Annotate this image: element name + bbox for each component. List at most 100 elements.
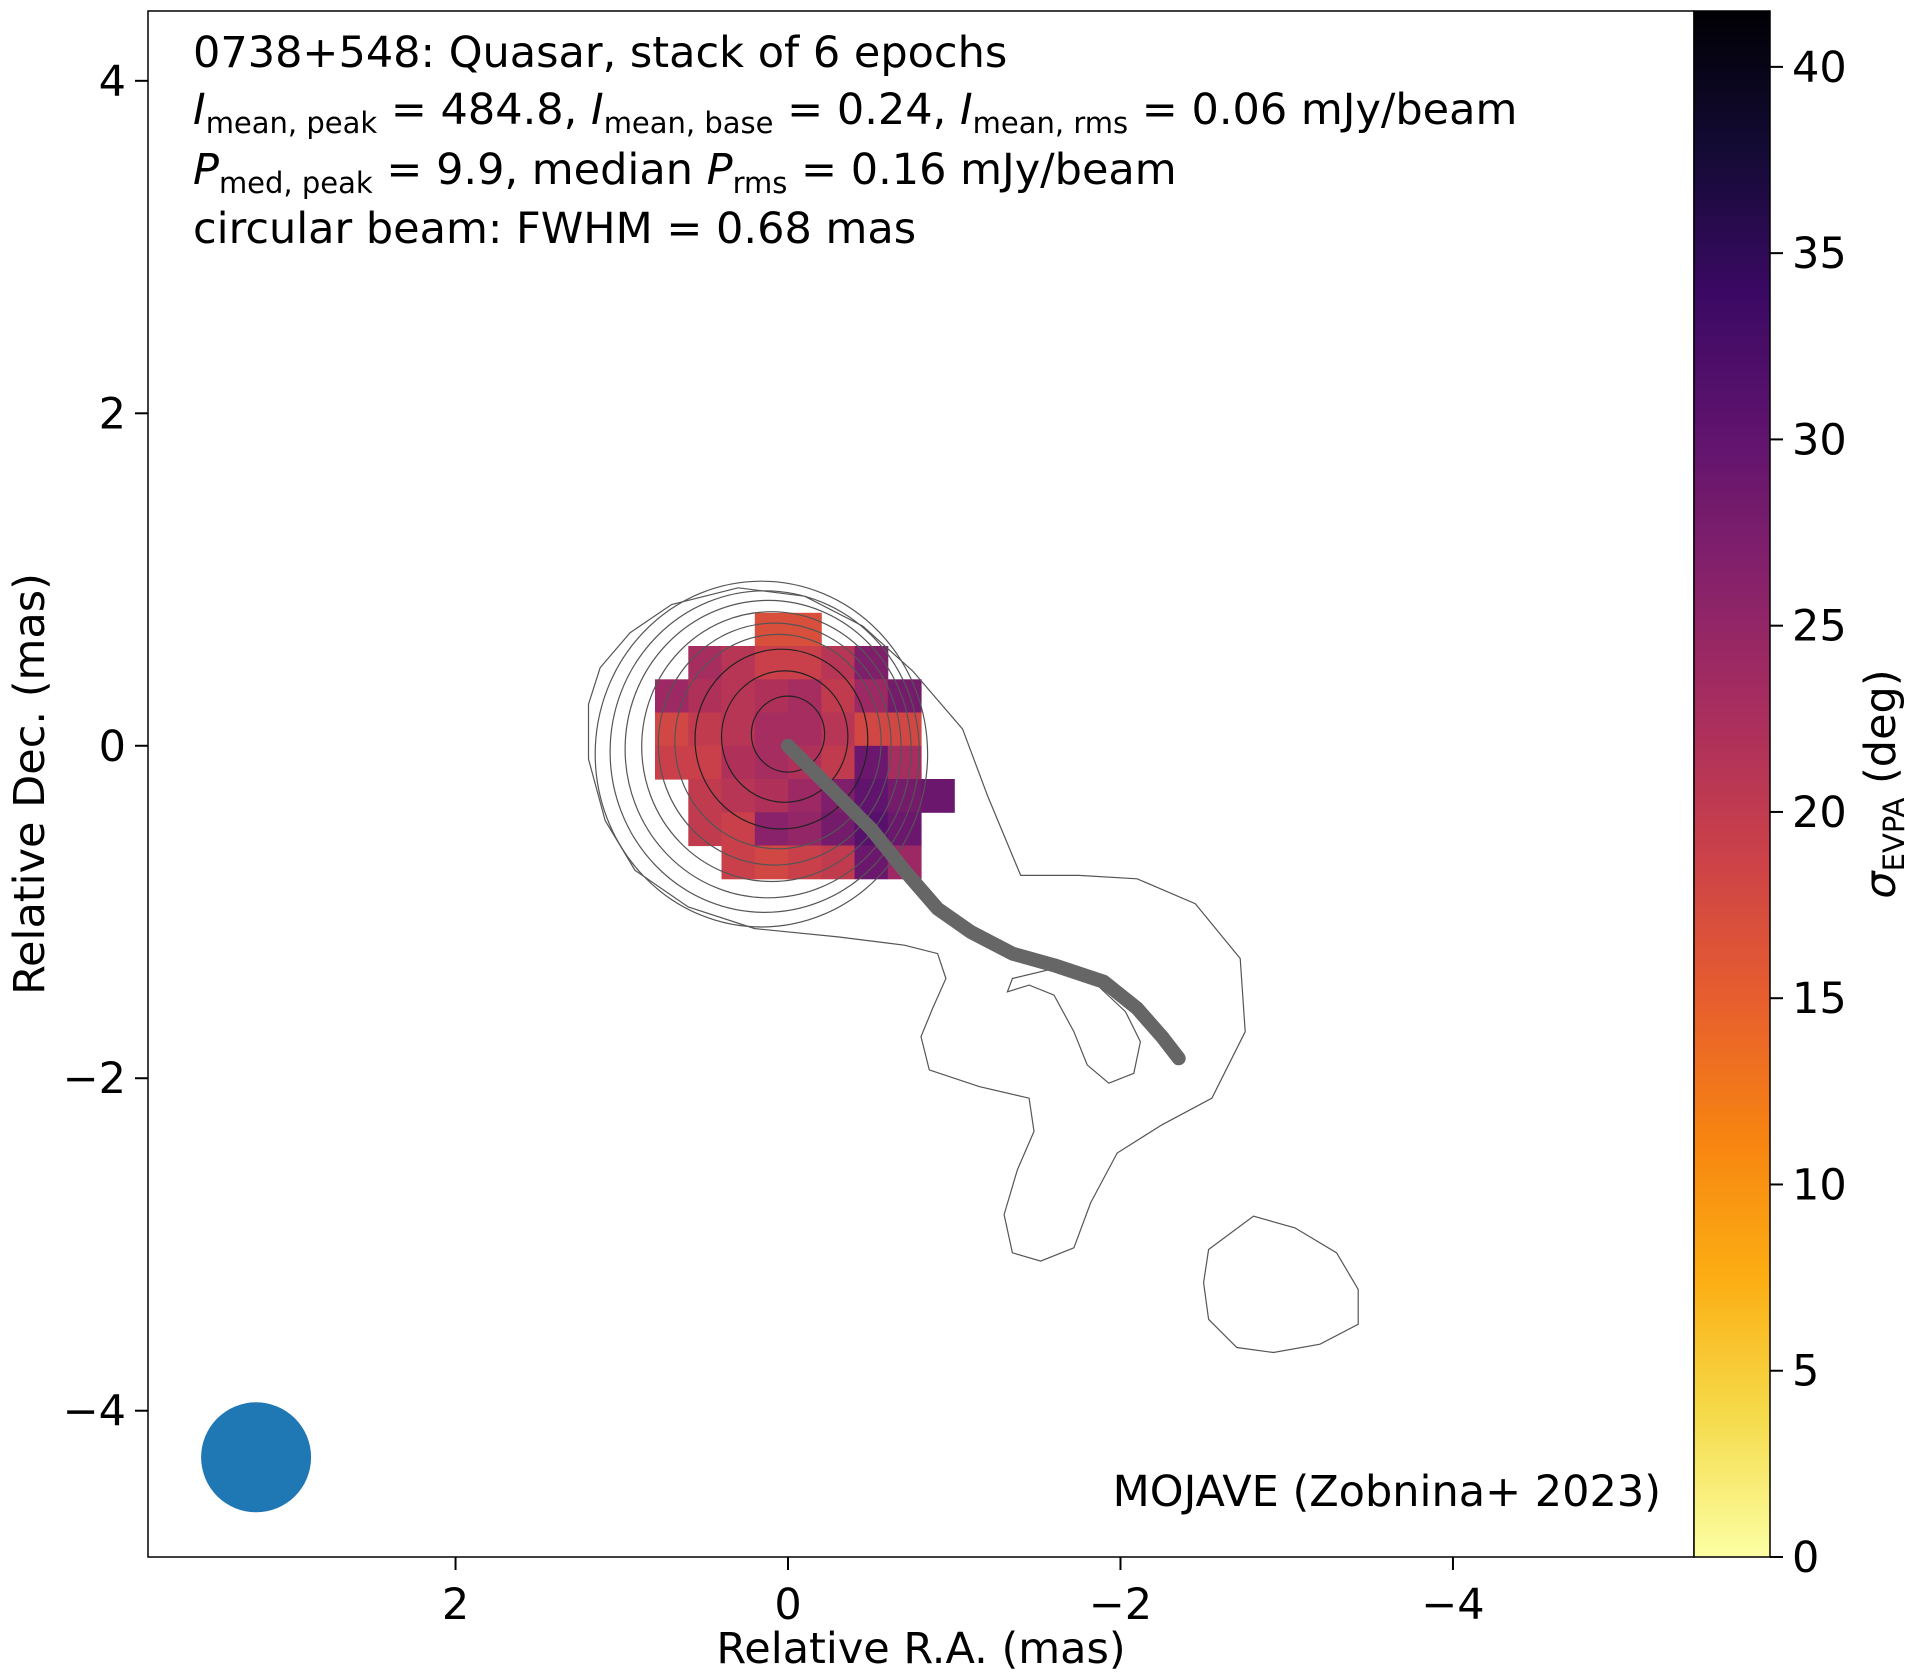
colorbar-ticks: 0 5 10 15 20 25 30 35 40	[1770, 43, 1847, 1583]
contour-outer-jet	[587, 587, 1246, 1262]
contour-blob	[1202, 1215, 1359, 1354]
evpa-pixel	[721, 779, 756, 813]
i-symbol-3: I	[960, 85, 973, 135]
evpa-pixel	[721, 712, 756, 747]
x-ticks: 2 0 −2 −4	[442, 1557, 1485, 1630]
colorbar-tick-label: 30	[1792, 415, 1847, 465]
title-block: 0738+548: Quasar, stack of 6 epochs Imea…	[193, 28, 1517, 254]
credit-text: MOJAVE (Zobnina+ 2023)	[1113, 1467, 1661, 1517]
y-axis-label: Relative Dec. (mas)	[5, 573, 55, 995]
x-tick-label: −2	[1089, 1580, 1152, 1630]
y-tick-label: −4	[63, 1387, 126, 1437]
evpa-pixel	[887, 679, 922, 714]
title-line-2: Imean, peak = 484.8, Imean, base = 0.24,…	[193, 85, 1517, 140]
evpa-pixel	[854, 712, 889, 747]
evpa-pixel	[721, 646, 756, 680]
contour-core-level	[750, 695, 826, 773]
sub-med-peak: med, peak	[219, 166, 373, 200]
colorbar-tick-label: 0	[1792, 1533, 1819, 1583]
contour-core-level	[624, 599, 912, 899]
contour-core-level	[720, 670, 849, 803]
contour-inner-loop	[1006, 967, 1142, 1084]
i-symbol: I	[193, 85, 206, 135]
colorbar-tick-label: 35	[1792, 229, 1847, 279]
i-symbol-2: I	[591, 85, 604, 135]
evpa-pixel	[754, 745, 789, 780]
evpa-pixel	[821, 679, 856, 714]
colorbar-tick-label: 20	[1792, 788, 1847, 838]
evpa-pixel	[688, 745, 723, 780]
evpa-pixel	[821, 745, 856, 780]
x-tick-label: 2	[442, 1580, 469, 1630]
sub-mean-base: mean, base	[604, 106, 774, 140]
evpa-pixel	[788, 812, 822, 847]
y-tick-label: 0	[99, 722, 126, 772]
ridgeline-layer	[781, 738, 1186, 1066]
title-line-1: 0738+548: Quasar, stack of 6 epochs	[193, 28, 1007, 78]
sub-mean-rms: mean, rms	[973, 106, 1128, 140]
evpa-pixel	[887, 745, 922, 780]
evpa-pixel	[754, 779, 789, 813]
eq-base: = 0.24,	[774, 85, 960, 135]
evpa-pixel	[921, 779, 955, 813]
y-ticks: 4 2 0 −2 −4	[63, 57, 148, 1437]
evpa-pixel	[821, 712, 856, 747]
sub-mean-peak: mean, peak	[206, 106, 378, 140]
evpa-pixel	[788, 612, 822, 647]
plot-area	[201, 580, 1359, 1513]
sub-prms: rms	[733, 166, 788, 200]
title-line-3: Pmed, peak = 9.9, median Prms = 0.16 mJy…	[193, 145, 1177, 200]
p-symbol-2: P	[707, 145, 733, 195]
evpa-pixel	[788, 712, 822, 747]
sigma-symbol: σ	[1856, 870, 1905, 899]
ridgeline	[781, 738, 1186, 1066]
eq-prms: = 0.16 mJy/beam	[787, 145, 1176, 195]
colorbar	[1693, 10, 1771, 1558]
eq-peak: = 484.8,	[377, 85, 591, 135]
y-tick-label: −2	[63, 1054, 126, 1104]
colorbar-unit: (deg)	[1856, 669, 1905, 797]
colorbar-tick-label: 10	[1792, 1160, 1847, 1210]
colorbar-label: σEVPA (deg)	[1856, 669, 1905, 898]
evpa-pixel	[788, 845, 822, 880]
contour-core-level	[674, 633, 882, 850]
evpa-pixel	[854, 646, 889, 680]
evpa-pixel	[688, 646, 723, 680]
eq-rms: = 0.06 mJy/beam	[1128, 85, 1517, 135]
contour-core-level	[609, 590, 920, 913]
x-tick-label: −4	[1421, 1580, 1484, 1630]
evpa-pixel	[754, 712, 789, 747]
evpa-pixel	[788, 779, 822, 813]
evpa-pixel	[754, 612, 789, 647]
evpa-pixel	[655, 745, 689, 780]
contour-core-level	[657, 622, 892, 866]
p-symbol: P	[193, 145, 219, 195]
eq-ppeak: = 9.9, median	[373, 145, 707, 195]
x-tick-label: 0	[774, 1580, 801, 1630]
intensity-contours	[587, 580, 1359, 1354]
evpa-pixel	[655, 679, 689, 714]
colorbar-tick-label: 40	[1792, 43, 1847, 93]
evpa-pixel	[754, 646, 789, 680]
sigma-sub: EVPA	[1877, 798, 1905, 872]
evpa-pixel	[887, 712, 922, 747]
x-axis-label: Relative R.A. (mas)	[716, 1624, 1125, 1674]
beam-ellipse	[201, 1402, 312, 1513]
beam-layer	[201, 1402, 312, 1513]
evpa-pixel	[688, 779, 723, 813]
contour-core-level	[594, 580, 929, 928]
title-line-4: circular beam: FWHM = 0.68 mas	[193, 204, 916, 254]
evpa-pixel	[721, 679, 756, 714]
y-tick-label: 4	[99, 57, 126, 107]
contour-core-level	[694, 648, 869, 830]
y-tick-label: 2	[99, 389, 126, 439]
colorbar-tick-label: 25	[1792, 602, 1847, 652]
evpa-pixel	[688, 712, 723, 747]
contour-core-level	[641, 611, 902, 883]
evpa-pixel	[854, 745, 889, 780]
colorbar-tick-label: 5	[1792, 1347, 1819, 1397]
evpa-pixel	[655, 712, 689, 747]
colorbar-tick-label: 15	[1792, 974, 1847, 1024]
evpa-pixel	[754, 845, 789, 880]
